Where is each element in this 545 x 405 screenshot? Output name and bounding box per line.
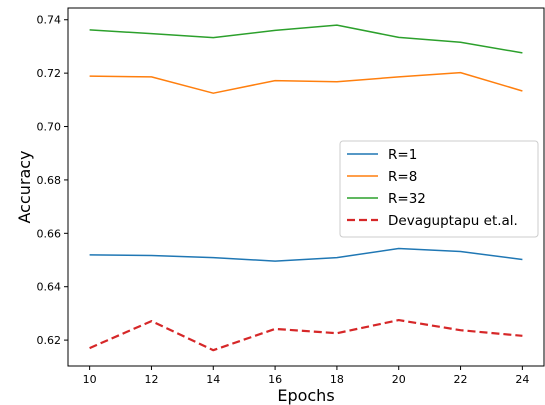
- x-tick-label: 18: [330, 373, 344, 386]
- legend-label-3: R=32: [388, 191, 426, 207]
- x-tick-label: 10: [83, 373, 97, 386]
- y-tick-label: 0.72: [37, 67, 62, 80]
- series-lines: [89, 24, 523, 352]
- y-tick-label: 0.64: [37, 281, 62, 294]
- y-tick-label: 0.68: [37, 174, 62, 187]
- series-line-3: [89, 24, 523, 54]
- legend-label-1: R=1: [388, 147, 417, 163]
- y-tick-label: 0.66: [37, 227, 62, 240]
- x-tick-label: 16: [268, 373, 282, 386]
- y-axis-ticks: 0.62 0.64 0.66 0.68 0.70 0.72 0.74: [37, 14, 68, 347]
- x-axis-ticks: 10 12 14 16 18 20 22 24: [83, 366, 529, 386]
- series-line-1: [89, 247, 523, 262]
- x-tick-label: 12: [144, 373, 158, 386]
- series-line-2: [89, 71, 523, 94]
- y-axis-label: Accuracy: [15, 150, 34, 223]
- x-axis-label: Epochs: [277, 386, 334, 405]
- x-tick-label: 22: [454, 373, 468, 386]
- y-tick-label: 0.74: [37, 14, 62, 27]
- plot-area-frame: [67, 7, 545, 367]
- series-line-4: [89, 319, 523, 352]
- legend-label-2: R=8: [388, 169, 417, 185]
- legend: R=1 R=8 R=32 Devaguptapu et.al.: [339, 140, 539, 238]
- legend-label-4: Devaguptapu et.al.: [388, 213, 518, 229]
- y-tick-label: 0.62: [37, 334, 62, 347]
- x-tick-label: 14: [206, 373, 220, 386]
- x-tick-label: 20: [392, 373, 406, 386]
- legend-box: [339, 140, 539, 238]
- x-tick-label: 24: [515, 373, 529, 386]
- y-tick-label: 0.70: [37, 121, 62, 134]
